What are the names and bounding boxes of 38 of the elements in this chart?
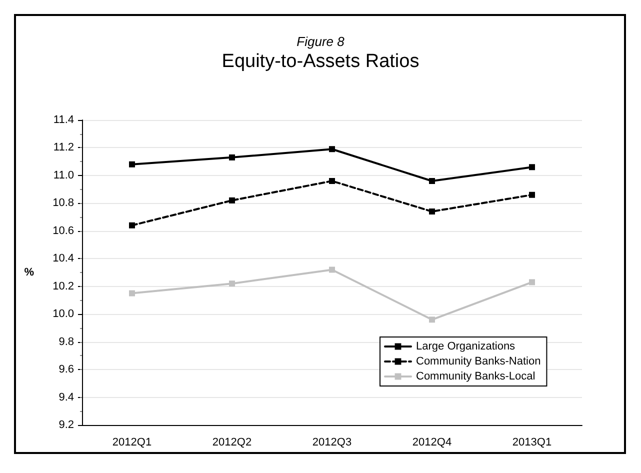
legend-label: Community Banks-Local: [416, 370, 536, 382]
chart-subtitle: Figure 8: [296, 34, 346, 49]
y-axis-title: %: [24, 266, 34, 278]
y-tick-label: 10.0: [52, 308, 74, 320]
x-tick-label: 2012Q3: [312, 436, 352, 448]
point: [529, 192, 535, 198]
legend-label: Community Banks-Nation: [416, 356, 541, 368]
y-tick-label: 9.6: [58, 364, 74, 376]
y-tick-label: 9.8: [58, 336, 74, 348]
point: [429, 316, 435, 323]
point: [329, 146, 335, 152]
y-tick-label: 9.2: [58, 419, 74, 431]
point: [429, 208, 435, 214]
point: [229, 280, 235, 287]
x-tick-label: 2012Q1: [112, 436, 152, 448]
y-tick-label: 11.0: [53, 169, 74, 182]
x-tick-label: 2012Q4: [412, 436, 452, 448]
y-tick-label: 10.4: [52, 252, 74, 265]
x-tick-label: 2012Q2: [212, 436, 252, 448]
point: [529, 279, 535, 286]
y-tick-label: 10.2: [52, 280, 74, 292]
y-tick-label: 11.4: [53, 114, 74, 126]
legend-label: Large Organizations: [416, 340, 516, 352]
point: [129, 290, 135, 296]
point: [129, 161, 135, 168]
x-tick-label: 2013Q1: [512, 436, 552, 448]
y-tick-label: 9.4: [58, 391, 74, 404]
y-tick-label: 10.6: [52, 224, 74, 237]
y-tick-label: 11.2: [53, 142, 74, 154]
point: [329, 178, 335, 184]
point: [529, 164, 535, 170]
point: [129, 222, 135, 228]
point: [229, 197, 235, 204]
chart-title: Equity-to-Assets Ratios: [222, 51, 420, 72]
point: [429, 178, 435, 184]
y-tick-label: 10.8: [52, 197, 74, 210]
point: [329, 266, 335, 273]
point: [229, 154, 235, 160]
